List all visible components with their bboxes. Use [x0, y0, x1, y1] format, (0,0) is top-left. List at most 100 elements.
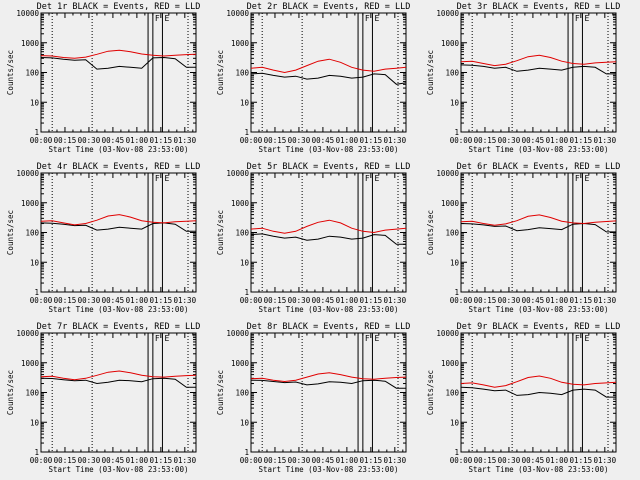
y-tick-label: 1 [244, 288, 249, 297]
plot-panel-3: Det 3r BLACK = Events, RED = LLD 1 10 100 10… [426, 2, 620, 154]
plot-panel-6: Det 6r BLACK = Events, RED = LLD 1 10 100 10… [426, 162, 620, 314]
y-tick-label: 10000 [16, 169, 39, 178]
plot-frame [40, 12, 197, 133]
x-tick-label: 00:00 [450, 456, 473, 465]
plot-frame [40, 172, 197, 293]
event-marker-label: E [164, 174, 169, 183]
x-tick-label: 00:15 [264, 456, 287, 465]
x-tick-label: 00:00 [30, 136, 53, 145]
x-tick-label: 00:15 [264, 136, 287, 145]
series-line-lld [40, 49, 197, 59]
x-tick-label: 00:00 [240, 456, 263, 465]
y-tick-label: 10 [450, 258, 460, 267]
plot-panel-4: Det 4r BLACK = Events, RED = LLD 1 10 100 10… [6, 162, 200, 314]
y-tick-label: 1000 [441, 39, 460, 48]
x-tick-label: 00:45 [312, 456, 335, 465]
event-marker-label: E [374, 14, 379, 23]
y-tick-label: 1 [34, 128, 39, 137]
event-marker-label: E [584, 174, 589, 183]
x-tick-label: 00:45 [102, 456, 125, 465]
y-tick-label: 10000 [16, 329, 39, 338]
plot-title: Det 5r BLACK = Events, RED = LLD [247, 162, 411, 172]
x-tick-label: 01:30 [174, 136, 197, 145]
x-tick-label: 00:45 [312, 136, 335, 145]
plot-panel-7: Det 7r BLACK = Events, RED = LLD 1 10 100 10… [6, 322, 200, 474]
y-tick-label: 1000 [231, 199, 250, 208]
series-line-lld [40, 214, 197, 226]
y-tick-label: 10000 [16, 9, 39, 18]
series-line-events [250, 379, 406, 389]
x-tick-label: 01:00 [126, 296, 149, 305]
x-tick-label: 00:45 [522, 136, 545, 145]
x-tick-label: 01:30 [594, 456, 617, 465]
x-tick-label: 00:00 [450, 136, 473, 145]
x-tick-label: 01:00 [126, 136, 149, 145]
y-tick-label: 10 [30, 258, 40, 267]
y-tick-label: 1 [34, 288, 39, 297]
x-tick-label: 00:00 [30, 296, 53, 305]
plot-title: Det 8r BLACK = Events, RED = LLD [247, 322, 411, 332]
y-tick-label: 10000 [436, 9, 459, 18]
x-tick-label: 00:30 [288, 136, 311, 145]
y-tick-label: 10000 [226, 329, 249, 338]
x-tick-label: 00:30 [78, 296, 101, 305]
y-tick-label: 10 [240, 258, 250, 267]
plot-frame [40, 332, 197, 453]
x-tick-label: 00:30 [498, 296, 521, 305]
y-tick-label: 1000 [231, 359, 250, 368]
y-axis-label: Counts/sec [216, 370, 225, 415]
y-axis-label: Counts/sec [426, 210, 435, 255]
x-tick-label: 00:45 [102, 136, 125, 145]
y-axis-label: Counts/sec [6, 50, 15, 95]
x-tick-label: 00:30 [78, 456, 101, 465]
y-tick-label: 100 [445, 389, 459, 398]
y-tick-label: 1000 [441, 359, 460, 368]
series-line-events [40, 377, 196, 388]
x-tick-label: 00:00 [240, 296, 263, 305]
y-tick-label: 10 [450, 98, 460, 107]
x-tick-label: 01:15 [360, 296, 383, 305]
x-tick-label: 00:00 [450, 296, 473, 305]
x-tick-label: 01:30 [174, 456, 197, 465]
series-line-events [460, 386, 616, 398]
y-tick-label: 100 [235, 229, 249, 238]
x-axis-label: Start Time (03-Nov-08 23:53:00) [259, 465, 399, 474]
x-tick-label: 00:30 [288, 296, 311, 305]
y-tick-label: 10 [450, 418, 460, 427]
event-marker-label: F [155, 14, 160, 23]
x-axis-label: Start Time (03-Nov-08 23:53:00) [49, 465, 189, 474]
plot-title: Det 2r BLACK = Events, RED = LLD [247, 2, 411, 12]
x-tick-label: 01:30 [384, 296, 407, 305]
event-marker-label: E [374, 174, 379, 183]
plot-title: Det 3r BLACK = Events, RED = LLD [457, 2, 621, 12]
x-tick-label: 01:15 [150, 456, 173, 465]
y-tick-label: 1 [34, 448, 39, 457]
plot-frame [460, 172, 617, 293]
x-axis-label: Start Time (03-Nov-08 23:53:00) [469, 145, 609, 154]
x-tick-label: 01:15 [360, 136, 383, 145]
y-tick-label: 10000 [436, 169, 459, 178]
y-axis-label: Counts/sec [426, 370, 435, 415]
x-tick-label: 00:15 [54, 456, 77, 465]
x-tick-label: 01:00 [546, 296, 569, 305]
y-tick-label: 1000 [21, 359, 40, 368]
plot-panel-8: Det 8r BLACK = Events, RED = LLD 1 10 100 10… [216, 322, 410, 474]
x-tick-label: 01:15 [570, 456, 593, 465]
x-tick-label: 01:00 [126, 456, 149, 465]
x-tick-label: 01:00 [336, 296, 359, 305]
y-axis-label: Counts/sec [426, 50, 435, 95]
y-axis-label: Counts/sec [216, 210, 225, 255]
y-axis-label: Counts/sec [6, 210, 15, 255]
x-tick-label: 00:15 [474, 456, 497, 465]
x-axis-label: Start Time (03-Nov-08 23:53:00) [259, 145, 399, 154]
event-marker-label: F [575, 334, 580, 343]
x-tick-label: 01:30 [594, 136, 617, 145]
plot-title: Det 6r BLACK = Events, RED = LLD [457, 162, 621, 172]
series-line-lld [250, 372, 407, 383]
x-axis-label: Start Time (03-Nov-08 23:53:00) [49, 145, 189, 154]
y-tick-label: 10000 [226, 169, 249, 178]
event-marker-label: F [575, 174, 580, 183]
x-tick-label: 01:00 [546, 136, 569, 145]
event-marker-label: F [155, 174, 160, 183]
x-tick-label: 01:15 [570, 296, 593, 305]
